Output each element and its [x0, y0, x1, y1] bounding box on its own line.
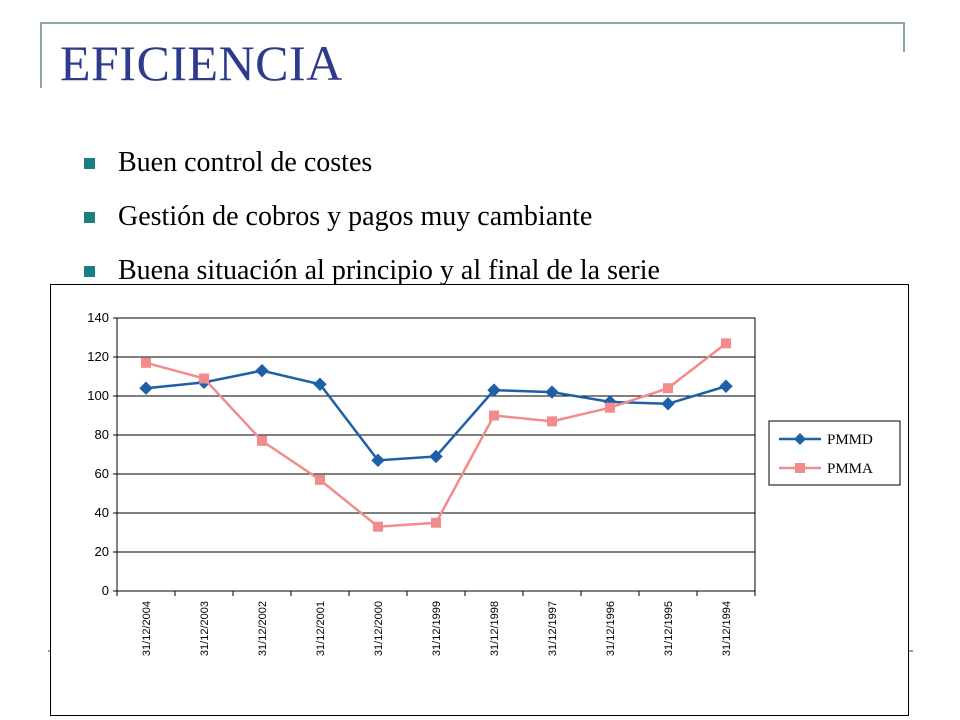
- line-chart: 0 20 40 60 80 100 120 140 31/12/2004 31/12/2003 31…: [87, 310, 901, 656]
- bullet-square-icon: [84, 265, 95, 277]
- frame-bottom-right-mark: [905, 650, 913, 652]
- frame-top-line: [40, 22, 905, 24]
- x-tick-label: 31/12/2004: [141, 601, 153, 656]
- bullet-square-icon: [84, 211, 95, 223]
- x-tick-label: 31/12/1994: [721, 601, 733, 656]
- y-tick-label: 40: [95, 505, 109, 520]
- bullet-text: Buena situación al principio y al final …: [118, 255, 660, 286]
- data-point-pmma: [199, 373, 209, 384]
- y-tick-label: 0: [102, 583, 109, 598]
- x-tick-label: 31/12/1999: [431, 601, 443, 656]
- bullet-item: Gestión de cobros y pagos muy cambiante: [84, 190, 660, 244]
- data-point-pmma: [141, 357, 151, 368]
- legend-label: PMMA: [827, 461, 873, 477]
- bullet-square-icon: [84, 157, 95, 169]
- y-tick-label: 60: [95, 466, 109, 481]
- data-point-pmmd: [719, 379, 733, 393]
- data-point-pmmd: [255, 363, 269, 378]
- x-tick-label: 31/12/1997: [547, 601, 559, 656]
- data-point-pmma: [431, 517, 441, 528]
- data-point-pmma: [605, 402, 615, 413]
- y-tick-label: 140: [87, 310, 109, 325]
- data-point-pmma: [373, 521, 383, 532]
- data-point-pmma: [547, 416, 557, 427]
- data-point-pmma: [257, 435, 267, 446]
- data-point-pmmd: [139, 381, 153, 395]
- frame-right-line: [903, 22, 905, 52]
- y-tick-label: 80: [95, 427, 109, 442]
- x-tick-label: 31/12/2002: [257, 601, 269, 656]
- bullet-text: Gestión de cobros y pagos muy cambiante: [118, 201, 593, 232]
- x-tick-label: 31/12/1996: [605, 601, 617, 656]
- x-tick-label: 31/12/1998: [489, 601, 501, 656]
- x-tick-label: 31/12/2003: [199, 601, 211, 656]
- data-point-pmmd: [429, 449, 443, 464]
- bullet-item: Buen control de costes: [84, 136, 660, 190]
- legend-marker-pmmd: [794, 433, 806, 445]
- y-tick-label: 120: [87, 349, 109, 364]
- legend-box: [768, 420, 901, 486]
- x-tick-label: 31/12/2001: [315, 601, 327, 656]
- data-point-pmma: [663, 383, 673, 394]
- data-point-pmmd: [371, 453, 385, 468]
- data-point-pmma: [721, 338, 731, 349]
- chart-container: 0 20 40 60 80 100 120 140 31/12/2004 31/12/2003 31…: [50, 284, 909, 716]
- bullet-text: Buen control de costes: [118, 147, 373, 178]
- bullet-list: Buen control de costes Gestión de cobros…: [84, 136, 660, 298]
- x-tick-label: 31/12/2000: [373, 601, 385, 656]
- x-tick-label: 31/12/1995: [663, 601, 675, 656]
- y-tick-label: 20: [95, 544, 109, 559]
- legend-marker-pmma: [795, 463, 805, 473]
- data-point-pmmd: [487, 383, 501, 397]
- y-tick-label: 100: [87, 388, 109, 403]
- data-point-pmma: [489, 410, 499, 421]
- data-point-pmma: [315, 474, 325, 485]
- legend-label: PMMD: [827, 432, 873, 448]
- data-point-pmmd: [313, 377, 327, 392]
- data-point-pmmd: [545, 385, 559, 399]
- bullet-item: Buena situación al principio y al final …: [84, 244, 660, 298]
- frame-vertical-line: [40, 22, 42, 88]
- data-point-pmmd: [661, 397, 675, 411]
- slide-title: EFICIENCIA: [60, 35, 343, 91]
